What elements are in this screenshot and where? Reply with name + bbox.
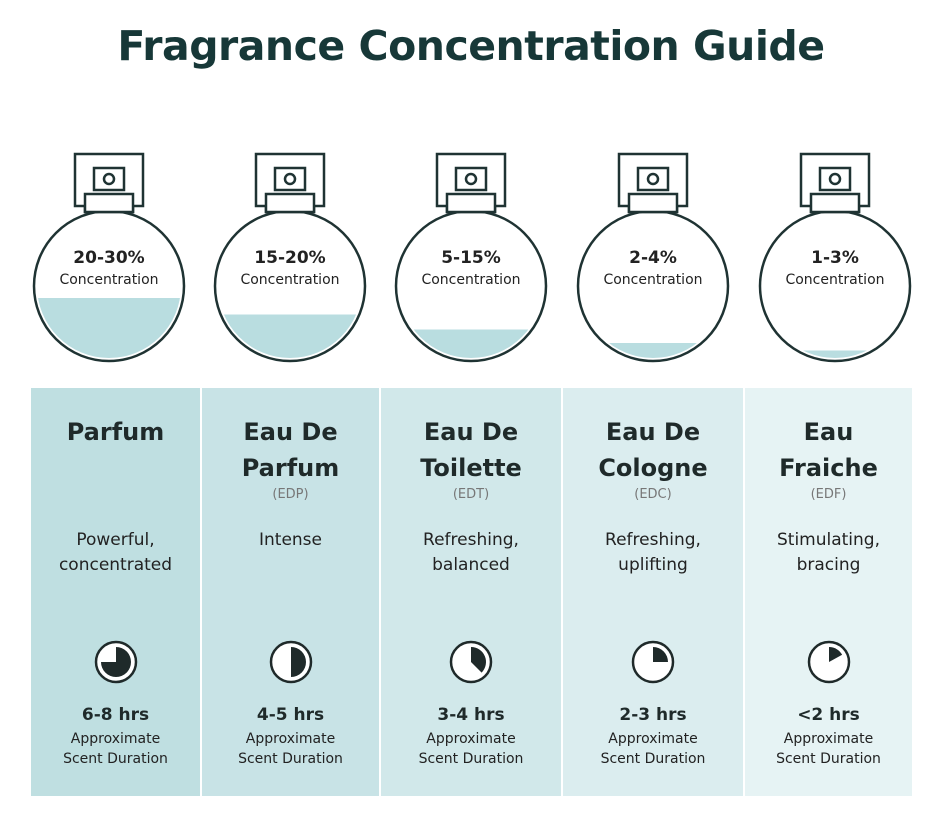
clock-wedge [653, 647, 668, 662]
duration-label-line: Approximate [70, 731, 161, 747]
bottle-icon [576, 152, 730, 363]
duration-value: 3-4 hrs [437, 705, 505, 725]
clock-wedge [100, 647, 131, 677]
bottle-edf: 1-3% Concentration [750, 152, 920, 364]
fragrance-name-line: Eau De [243, 418, 338, 446]
liquid-fill [399, 329, 543, 358]
duration-label-line: Approximate [245, 731, 336, 747]
duration-label-line: Approximate [608, 731, 698, 747]
description-line: balanced [432, 555, 510, 575]
bottle-icon [394, 152, 548, 363]
concentration-label: Concentration [421, 272, 521, 288]
fragrance-name: Eau Fraiche [745, 414, 912, 486]
bottle-icon [758, 152, 912, 363]
duration-value: 2-3 hrs [619, 705, 687, 725]
fragrance-name-line: Parfum [241, 454, 340, 482]
description-line: Stimulating, [776, 530, 880, 550]
column-edp: Eau De Parfum (EDP) Intense 4-5 hrs Appr… [202, 388, 379, 796]
duration-label-line: Scent Duration [238, 751, 343, 767]
description-line: concentrated [58, 555, 173, 575]
description-line: uplifting [618, 555, 688, 575]
clock-wedge [471, 647, 487, 673]
clock-icon [449, 640, 493, 684]
concentration-label: Concentration [785, 272, 885, 288]
fragrance-description: Refreshing, uplifting [563, 528, 743, 578]
duration-label: Approximate Scent Duration [202, 729, 379, 769]
bottle-edt: 5-15% Concentration [386, 152, 556, 364]
fragrance-abbreviation: (EDT) [452, 487, 490, 502]
description-line: Powerful, [76, 530, 155, 550]
fragrance-name-line: Eau De [423, 418, 519, 446]
page-title: Fragrance Concentration Guide [117, 22, 825, 70]
duration-value: 6-8 hrs [81, 705, 150, 725]
fragrance-name: Eau De Toilette [381, 414, 561, 486]
liquid-fill [763, 350, 907, 358]
concentration-label: Concentration [240, 272, 340, 288]
clock-icon [94, 640, 137, 684]
duration-label-line: Approximate [426, 731, 516, 747]
liquid-fill [37, 298, 181, 358]
fragrance-name: Eau De Parfum [202, 414, 379, 486]
fragrance-name-line: Eau De [605, 418, 701, 446]
fragrance-description: Stimulating, bracing [745, 528, 912, 578]
fragrance-name-line: Toilette [420, 454, 522, 482]
fragrance-name-line: Cologne [598, 454, 708, 482]
duration-label: Approximate Scent Duration [563, 729, 743, 769]
fragrance-abbreviation: (EDC) [634, 487, 672, 502]
concentration-value: 1-3% [811, 248, 859, 268]
duration-label-line: Scent Duration [600, 751, 706, 767]
duration-label-line: Approximate [783, 731, 874, 747]
column-edc: Eau De Cologne (EDC) Refreshing, uplifti… [563, 388, 743, 796]
duration-label-line: Scent Duration [776, 751, 881, 767]
column-parfum: Parfum Powerful, concentrated 6-8 hrs Ap… [31, 388, 200, 796]
clock-icon [631, 640, 675, 684]
bottle-edp: 15-20% Concentration [205, 152, 375, 364]
description-line: Refreshing, [423, 530, 519, 550]
fragrance-description: Refreshing, balanced [381, 528, 561, 578]
clock-icon [807, 640, 850, 684]
description-line: Refreshing, [605, 530, 701, 550]
fragrance-abbreviation: (EDF) [810, 487, 847, 502]
concentration-value: 15-20% [254, 248, 326, 268]
concentration-value: 2-4% [629, 248, 677, 268]
bottle-edc: 2-4% Concentration [568, 152, 738, 364]
column-edt: Eau De Toilette (EDT) Refreshing, balanc… [381, 388, 561, 796]
description-line: Intense [258, 530, 322, 550]
concentration-value: 20-30% [73, 248, 145, 268]
duration-value: <2 hrs [797, 705, 860, 725]
bottle-parfum: 20-30% Concentration [24, 152, 194, 364]
fragrance-name-line: Parfum [66, 418, 165, 446]
duration-value: 4-5 hrs [256, 705, 325, 725]
duration-label: Approximate Scent Duration [381, 729, 561, 769]
clock-icon [269, 640, 312, 684]
clock-wedge [290, 647, 306, 677]
fragrance-name-line: Fraiche [779, 454, 878, 482]
fragrance-abbreviation: (EDP) [272, 487, 309, 502]
duration-label-line: Scent Duration [418, 751, 524, 767]
description-line: bracing [796, 555, 861, 575]
duration-label-line: Scent Duration [63, 751, 168, 767]
fragrance-description: Intense [202, 528, 379, 553]
clock-wedge [828, 647, 842, 662]
concentration-label: Concentration [59, 272, 159, 288]
concentration-label: Concentration [603, 272, 703, 288]
fragrance-name: Eau De Cologne [563, 414, 743, 486]
duration-label: Approximate Scent Duration [31, 729, 200, 769]
fragrance-name: Parfum [31, 414, 200, 450]
duration-label: Approximate Scent Duration [745, 729, 912, 769]
fragrance-name-line: Eau [803, 418, 854, 446]
column-edf: Eau Fraiche (EDF) Stimulating, bracing <… [745, 388, 912, 796]
fragrance-description: Powerful, concentrated [31, 528, 200, 578]
concentration-value: 5-15% [441, 248, 501, 268]
bottle-icon [32, 152, 186, 363]
bottle-icon [213, 152, 367, 363]
